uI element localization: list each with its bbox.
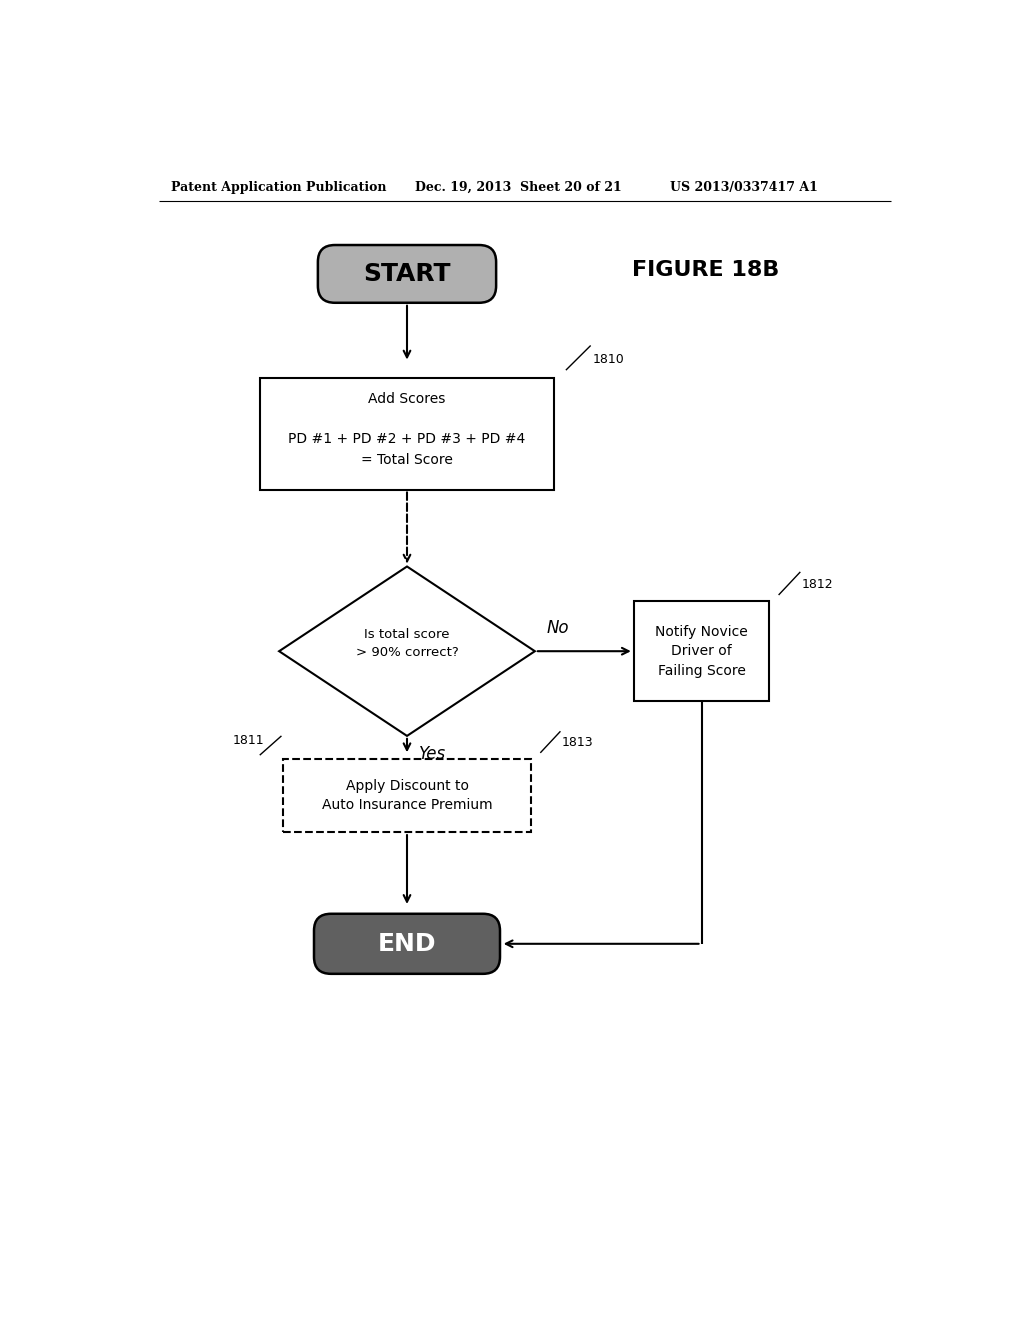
Text: US 2013/0337417 A1: US 2013/0337417 A1: [671, 181, 818, 194]
Polygon shape: [280, 566, 535, 737]
Text: 1812: 1812: [802, 578, 834, 591]
Bar: [283, 759, 531, 832]
Text: START: START: [364, 261, 451, 286]
FancyBboxPatch shape: [314, 913, 500, 974]
Text: Dec. 19, 2013  Sheet 20 of 21: Dec. 19, 2013 Sheet 20 of 21: [415, 181, 622, 194]
Text: 1813: 1813: [562, 737, 594, 748]
Text: Yes: Yes: [419, 744, 445, 763]
Bar: [260, 378, 554, 490]
Text: Notify Novice
Driver of
Failing Score: Notify Novice Driver of Failing Score: [655, 624, 748, 677]
Text: Is total score
> 90% correct?: Is total score > 90% correct?: [355, 627, 459, 660]
Text: Patent Application Publication: Patent Application Publication: [171, 181, 386, 194]
Text: Apply Discount to
Auto Insurance Premium: Apply Discount to Auto Insurance Premium: [322, 779, 493, 812]
Text: PD #1 + PD #2 + PD #3 + PD #4
= Total Score: PD #1 + PD #2 + PD #3 + PD #4 = Total Sc…: [289, 432, 525, 467]
Bar: [634, 601, 769, 701]
Text: Add Scores: Add Scores: [369, 392, 445, 407]
Text: 1810: 1810: [593, 354, 625, 367]
Text: END: END: [378, 932, 436, 956]
FancyBboxPatch shape: [317, 246, 496, 302]
Text: No: No: [547, 619, 569, 638]
Text: 1811: 1811: [232, 734, 264, 747]
Text: FIGURE 18B: FIGURE 18B: [632, 260, 779, 280]
